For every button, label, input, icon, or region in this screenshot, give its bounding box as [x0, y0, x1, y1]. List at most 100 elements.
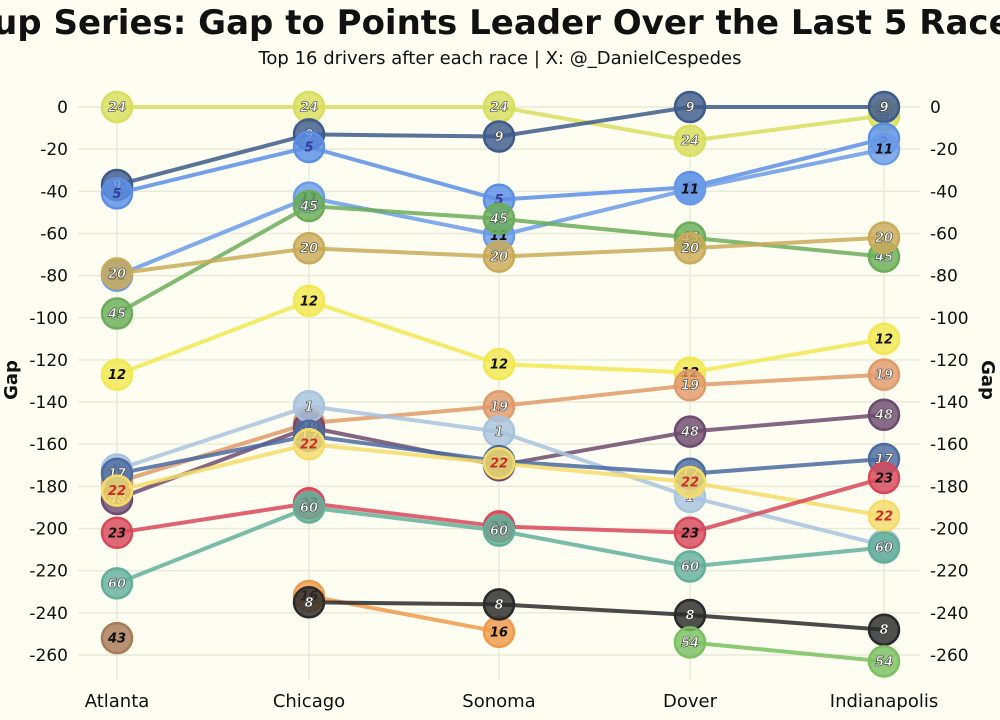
marker-label: 60 [875, 541, 893, 556]
data-point-8: 8 [482, 588, 516, 621]
y-tick-label-left: -60 [40, 224, 68, 244]
marker-circle [292, 231, 326, 265]
series-line-54 [688, 640, 886, 664]
marker-circle [100, 297, 134, 330]
marker-circle [867, 461, 901, 495]
data-point-19: 19 [867, 358, 901, 391]
marker-circle [292, 427, 326, 461]
marker-label: 5 [112, 187, 121, 202]
data-point-60: 60 [673, 550, 707, 583]
data-point-24: 24 [673, 124, 707, 157]
marker-label: 22 [681, 476, 699, 491]
data-point-48: 48 [673, 415, 707, 448]
y-axis-title-left: Gap [1, 360, 22, 400]
marker-label: 9 [685, 101, 694, 116]
marker-label: 24 [108, 101, 126, 116]
data-point-54: 54 [673, 626, 707, 659]
data-point-20: 20 [100, 257, 134, 290]
marker-label: 12 [490, 358, 508, 373]
data-point-45: 45 [292, 189, 326, 223]
marker-label: 43 [107, 632, 126, 647]
marker-label: 22 [108, 484, 126, 499]
y-tick-label-left: -220 [29, 562, 68, 582]
data-point-16: 16 [482, 615, 516, 649]
marker-circle [867, 531, 901, 564]
marker-circle [673, 516, 707, 550]
y-tick-label-right: -200 [930, 520, 969, 540]
data-point-45: 45 [100, 297, 134, 330]
x-tick-label: Sonoma [462, 691, 535, 712]
marker-circle [867, 398, 901, 431]
data-point-1: 1 [482, 415, 516, 448]
y-tick-label-left: -260 [29, 646, 68, 666]
y-tick-label-right: -100 [930, 309, 969, 329]
y-axis-title-right: Gap [977, 360, 998, 400]
marker-label: 9 [494, 130, 503, 145]
marker-label: 60 [108, 577, 126, 592]
marker-circle [292, 586, 326, 619]
data-point-54: 54 [867, 645, 901, 678]
data-point-60: 60 [292, 491, 326, 524]
series-markers: 2424242424999995555511111111114545454545… [100, 90, 901, 678]
marker-label: 19 [875, 368, 893, 383]
marker-label: 24 [490, 101, 508, 116]
y-tick-label-left: -200 [29, 520, 68, 540]
y-tick-label-right: -260 [930, 646, 969, 666]
x-tick-label: Indianapolis [830, 691, 938, 712]
marker-label: 54 [875, 655, 893, 670]
marker-circle [867, 358, 901, 391]
marker-circle [673, 465, 707, 499]
y-tick-label-left: -240 [29, 604, 68, 624]
marker-circle [100, 358, 134, 391]
marker-label: 20 [681, 242, 699, 257]
marker-label: 24 [300, 101, 318, 116]
marker-label: 22 [875, 509, 893, 524]
marker-label: 16 [490, 625, 508, 640]
marker-circle [482, 202, 516, 235]
marker-circle [100, 621, 134, 655]
series-line-8 [307, 600, 886, 632]
data-point-11: 11 [867, 132, 901, 166]
chart-subtitle: Top 16 drivers after each race | X: @_Da… [257, 48, 741, 69]
y-tick-label-left: 0 [57, 98, 68, 118]
x-tick-label: Chicago [273, 691, 345, 712]
chart-title: Cup Series: Gap to Points Leader Over th… [0, 3, 1000, 43]
data-point-60: 60 [867, 531, 901, 564]
data-point-60: 60 [100, 567, 134, 600]
data-point-12: 12 [292, 284, 326, 318]
data-point-43: 43 [100, 621, 134, 655]
marker-circle [482, 514, 516, 547]
data-point-23: 23 [100, 516, 134, 550]
y-tick-label-left: -40 [40, 182, 68, 202]
y-tick-label-right: -60 [930, 224, 958, 244]
data-point-60: 60 [482, 514, 516, 547]
marker-label: 11 [875, 143, 893, 158]
data-point-22: 22 [867, 499, 901, 533]
data-point-45: 45 [482, 202, 516, 235]
data-point-5: 5 [100, 177, 134, 210]
y-tick-label-right: -40 [930, 182, 958, 202]
y-tick-label-right: -80 [930, 267, 958, 287]
data-point-8: 8 [292, 586, 326, 619]
data-point-12: 12 [867, 322, 901, 356]
y-tick-label-right: -220 [930, 562, 969, 582]
marker-circle [482, 588, 516, 621]
marker-label: 8 [304, 596, 313, 611]
marker-circle [867, 645, 901, 678]
y-tick-label-left: -140 [29, 393, 68, 413]
marker-circle [673, 124, 707, 157]
data-point-12: 12 [482, 347, 516, 381]
data-point-22: 22 [292, 427, 326, 461]
marker-circle [867, 90, 901, 124]
data-point-20: 20 [482, 240, 516, 273]
y-tick-label-left: -100 [29, 309, 68, 329]
marker-circle [100, 90, 134, 124]
marker-label: 20 [875, 231, 893, 246]
y-tick-label-left: -80 [40, 267, 68, 287]
marker-label: 54 [681, 636, 699, 651]
data-point-9: 9 [867, 90, 901, 124]
y-tick-label-right: -240 [930, 604, 969, 624]
marker-label: 11 [681, 183, 699, 198]
marker-label: 20 [300, 242, 318, 257]
marker-label: 8 [494, 598, 503, 613]
